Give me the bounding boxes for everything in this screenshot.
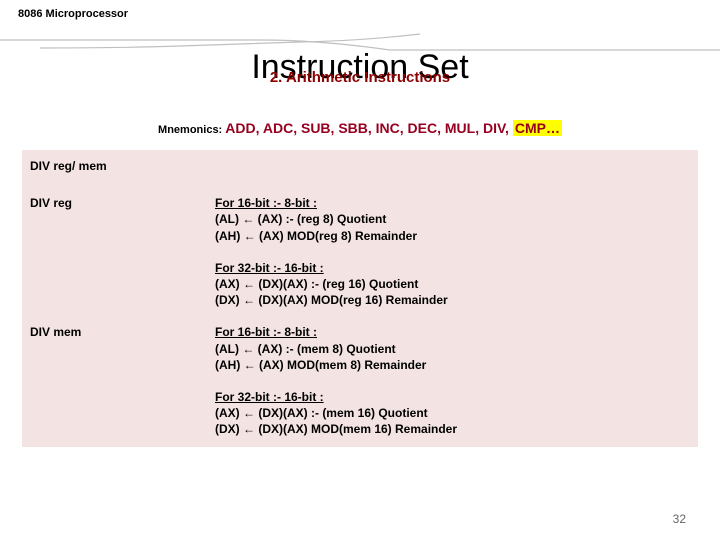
table-cell-left bbox=[22, 383, 207, 448]
instruction-table: DIV reg/ mem DIV reg For 16-bit :- 8-bit… bbox=[22, 150, 698, 447]
row-title: For 32-bit :- 16-bit : bbox=[215, 390, 324, 404]
table-header-empty bbox=[207, 150, 698, 189]
row-title: For 32-bit :- 16-bit : bbox=[215, 261, 324, 275]
row-line: (DX) ← (DX)(AX) MOD(reg 16) Remainder bbox=[215, 293, 448, 307]
table-cell-right: For 16-bit :- 8-bit : (AL) ← (AX) :- (re… bbox=[207, 189, 698, 254]
row-line: (AL) ← (AX) :- (mem 8) Quotient bbox=[215, 342, 396, 356]
table-header-row: DIV reg/ mem bbox=[22, 150, 698, 189]
header-label: 8086 Microprocessor bbox=[18, 8, 128, 20]
row-line: (DX) ← (DX)(AX) MOD(mem 16) Remainder bbox=[215, 422, 457, 436]
page-number: 32 bbox=[673, 512, 686, 526]
table-row: DIV reg For 16-bit :- 8-bit : (AL) ← (AX… bbox=[22, 189, 698, 254]
title-block: Instruction Set 2. Arithmetic Instructio… bbox=[0, 48, 720, 86]
mnemonics-highlighted: CMP… bbox=[513, 120, 562, 136]
table-row: DIV mem For 16-bit :- 8-bit : (AL) ← (AX… bbox=[22, 318, 698, 383]
row-title: For 16-bit :- 8-bit : bbox=[215, 325, 317, 339]
table-row: For 32-bit :- 16-bit : (AX) ← (DX)(AX) :… bbox=[22, 254, 698, 319]
mnemonics-list: ADD, ADC, SUB, SBB, INC, DEC, MUL, DIV, bbox=[225, 120, 513, 136]
row-line: (AH) ← (AX) MOD(reg 8) Remainder bbox=[215, 229, 417, 243]
row-line: (AL) ← (AX) :- (reg 8) Quotient bbox=[215, 212, 386, 226]
row-title: For 16-bit :- 8-bit : bbox=[215, 196, 317, 210]
table-row: For 32-bit :- 16-bit : (AX) ← (DX)(AX) :… bbox=[22, 383, 698, 448]
row-line: (AX) ← (DX)(AX) :- (reg 16) Quotient bbox=[215, 277, 418, 291]
table-cell-right: For 16-bit :- 8-bit : (AL) ← (AX) :- (me… bbox=[207, 318, 698, 383]
table-cell-left: DIV reg bbox=[22, 189, 207, 254]
row-line: (AX) ← (DX)(AX) :- (mem 16) Quotient bbox=[215, 406, 428, 420]
table-cell-left: DIV mem bbox=[22, 318, 207, 383]
table-cell-left bbox=[22, 254, 207, 319]
row-line: (AH) ← (AX) MOD(mem 8) Remainder bbox=[215, 358, 426, 372]
table-cell-right: For 32-bit :- 16-bit : (AX) ← (DX)(AX) :… bbox=[207, 383, 698, 448]
table-cell-right: For 32-bit :- 16-bit : (AX) ← (DX)(AX) :… bbox=[207, 254, 698, 319]
mnemonics-label: Mnemonics: bbox=[158, 124, 225, 136]
mnemonics-line: Mnemonics: ADD, ADC, SUB, SBB, INC, DEC,… bbox=[0, 120, 720, 138]
table-header-cell: DIV reg/ mem bbox=[22, 150, 207, 189]
title-subtitle: 2. Arithmetic Instructions bbox=[0, 69, 720, 86]
